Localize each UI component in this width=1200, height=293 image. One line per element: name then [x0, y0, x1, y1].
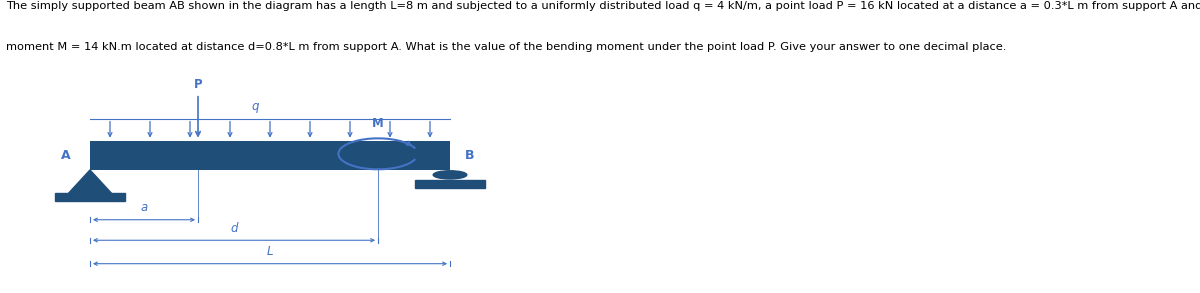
Circle shape [433, 171, 467, 179]
Text: q: q [252, 100, 259, 113]
Text: The simply supported beam AB shown in the diagram has a length L=8 m and subject: The simply supported beam AB shown in th… [6, 1, 1200, 11]
Text: B: B [464, 149, 474, 162]
Text: L: L [266, 246, 274, 258]
Polygon shape [68, 170, 112, 193]
Text: moment M = 14 kN.m located at distance d=0.8*L m from support A. What is the val: moment M = 14 kN.m located at distance d… [6, 42, 1007, 52]
Text: A: A [61, 149, 71, 162]
Text: M: M [372, 117, 384, 130]
Text: a: a [140, 202, 148, 214]
Bar [415, 180, 485, 188]
Text: P: P [193, 78, 203, 91]
Bar [90, 141, 450, 170]
Bar [55, 193, 125, 201]
Text: d: d [230, 222, 238, 235]
